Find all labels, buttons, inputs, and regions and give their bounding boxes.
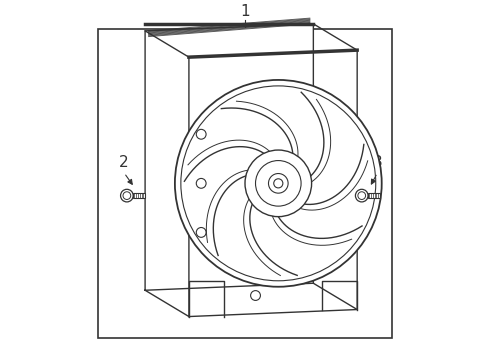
Circle shape [196,228,206,237]
Bar [368,193,380,198]
Polygon shape [145,24,313,290]
Circle shape [175,80,382,287]
Text: 1: 1 [240,4,250,19]
Circle shape [196,179,206,188]
Text: 2: 2 [119,155,129,170]
Bar [98,29,392,338]
Circle shape [245,150,312,217]
Circle shape [355,189,368,202]
Circle shape [196,129,206,139]
Text: 3: 3 [372,155,382,170]
Circle shape [250,291,260,301]
Bar [133,193,145,198]
Circle shape [121,189,133,202]
